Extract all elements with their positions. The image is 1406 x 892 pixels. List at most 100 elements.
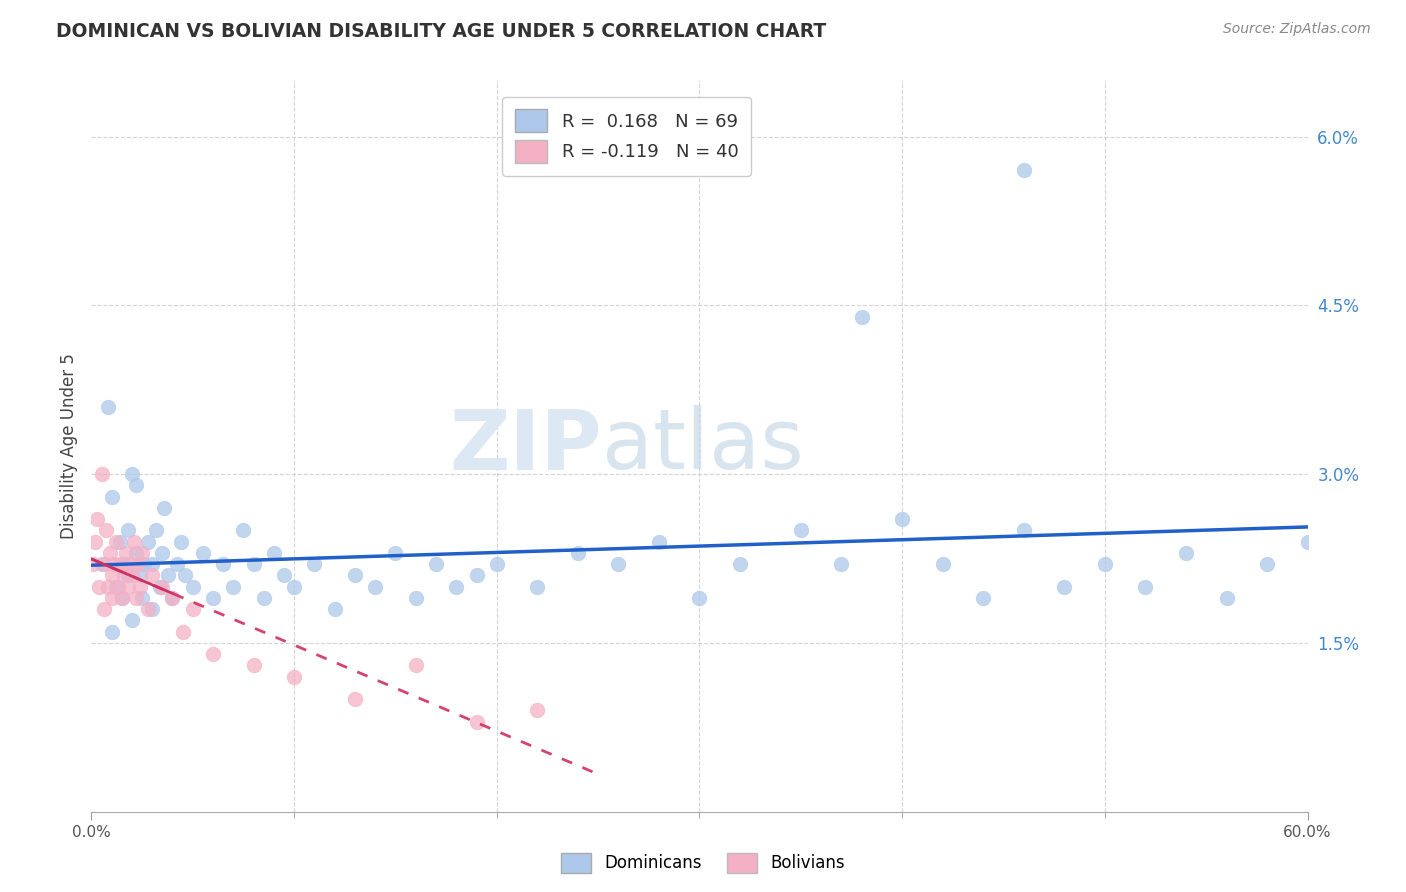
Y-axis label: Disability Age Under 5: Disability Age Under 5 [59, 353, 77, 539]
Point [150, 546, 173, 560]
Point [1296, 534, 1319, 549]
Point [100, 624, 122, 639]
Point [242, 557, 264, 571]
Point [830, 557, 852, 571]
Text: Source: ZipAtlas.com: Source: ZipAtlas.com [1223, 22, 1371, 37]
Point [121, 467, 143, 482]
Point [172, 624, 194, 639]
Point [136, 602, 159, 616]
Point [343, 692, 366, 706]
Point [103, 557, 125, 571]
Point [100, 568, 122, 582]
Point [851, 310, 873, 324]
Point [364, 580, 387, 594]
Point [232, 524, 254, 538]
Point [125, 546, 148, 560]
Point [112, 568, 135, 582]
Point [117, 580, 139, 594]
Point [304, 557, 326, 571]
Point [122, 534, 145, 549]
Point [607, 557, 630, 571]
Point [131, 591, 153, 605]
Point [97, 400, 120, 414]
Point [891, 512, 914, 526]
Point [129, 580, 152, 594]
Point [253, 591, 276, 605]
Point [1012, 163, 1035, 178]
Point [125, 591, 148, 605]
Point [112, 557, 135, 571]
Point [1215, 591, 1237, 605]
Point [129, 568, 152, 582]
Point [728, 557, 751, 571]
Legend: Dominicans, Bolivians: Dominicans, Bolivians [554, 847, 852, 880]
Point [242, 658, 264, 673]
Point [283, 580, 305, 594]
Point [141, 602, 163, 616]
Point [131, 546, 153, 560]
Point [117, 524, 139, 538]
Point [100, 490, 122, 504]
Point [150, 580, 173, 594]
Point [931, 557, 953, 571]
Point [173, 568, 195, 582]
Point [97, 580, 120, 594]
Point [273, 568, 295, 582]
Point [94, 524, 117, 538]
Point [141, 568, 163, 582]
Point [465, 568, 488, 582]
Point [1175, 546, 1198, 560]
Point [405, 658, 427, 673]
Point [136, 534, 159, 549]
Point [1135, 580, 1157, 594]
Point [90, 467, 112, 482]
Point [1094, 557, 1116, 571]
Point [688, 591, 710, 605]
Point [181, 580, 204, 594]
Point [84, 534, 107, 549]
Point [107, 580, 129, 594]
Point [108, 557, 131, 571]
Point [425, 557, 447, 571]
Point [132, 557, 155, 571]
Point [104, 534, 127, 549]
Point [972, 591, 994, 605]
Point [384, 546, 406, 560]
Point [169, 534, 191, 549]
Text: atlas: atlas [602, 406, 804, 486]
Point [145, 524, 167, 538]
Point [121, 614, 143, 628]
Point [162, 591, 184, 605]
Point [100, 591, 122, 605]
Point [153, 500, 176, 515]
Point [93, 557, 115, 571]
Text: DOMINICAN VS BOLIVIAN DISABILITY AGE UNDER 5 CORRELATION CHART: DOMINICAN VS BOLIVIAN DISABILITY AGE UND… [56, 22, 827, 41]
Point [526, 703, 548, 717]
Point [343, 568, 366, 582]
Point [166, 557, 188, 571]
Point [202, 647, 225, 661]
Point [127, 557, 149, 571]
Point [118, 557, 141, 571]
Point [115, 546, 138, 560]
Text: ZIP: ZIP [450, 406, 602, 486]
Point [121, 568, 143, 582]
Point [104, 580, 127, 594]
Point [141, 557, 163, 571]
Point [108, 534, 131, 549]
Point [567, 546, 589, 560]
Point [485, 557, 508, 571]
Point [157, 568, 180, 582]
Point [162, 591, 184, 605]
Point [86, 512, 108, 526]
Point [111, 591, 134, 605]
Legend: R =  0.168   N = 69, R = -0.119   N = 40: R = 0.168 N = 69, R = -0.119 N = 40 [502, 96, 751, 176]
Point [1256, 557, 1278, 571]
Point [465, 714, 488, 729]
Point [648, 534, 671, 549]
Point [222, 580, 245, 594]
Point [111, 591, 134, 605]
Point [98, 546, 121, 560]
Point [526, 580, 548, 594]
Point [283, 670, 305, 684]
